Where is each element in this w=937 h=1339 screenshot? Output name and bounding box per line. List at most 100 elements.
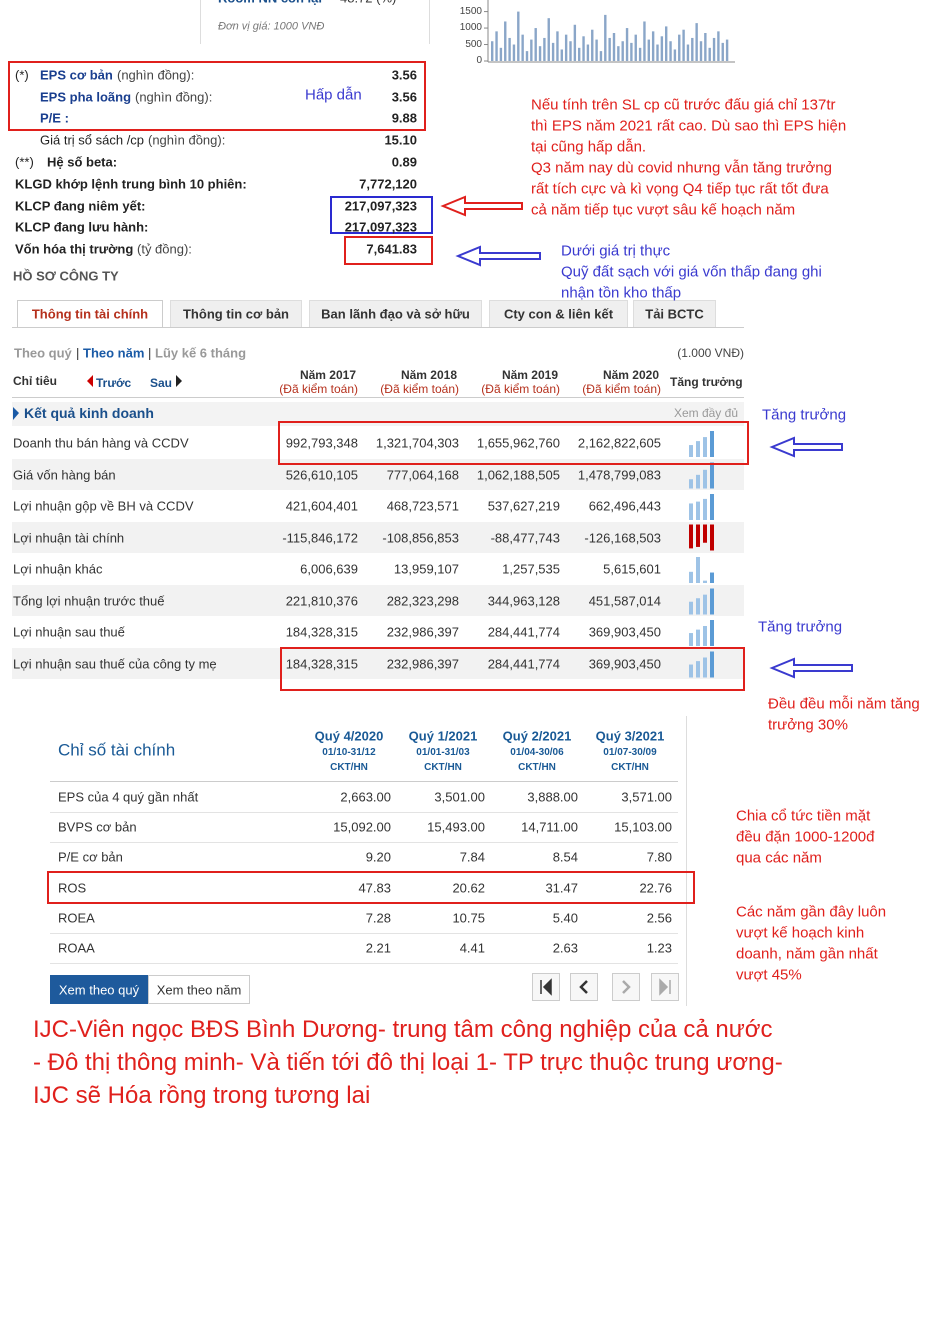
volume-bar (643, 21, 646, 61)
cell: 7.84 (459, 849, 485, 865)
view-all[interactable]: Xem đầy đủ (673, 406, 738, 420)
row-line (50, 812, 678, 813)
indicator-label: KLCP đang niêm yết: (15, 198, 146, 214)
y-tick-label: 1000 (459, 22, 482, 34)
annotation-line: nhận tồn kho thấp (561, 284, 682, 302)
volume-bar (638, 47, 642, 61)
volume-bar (547, 18, 550, 62)
volume-bar (656, 44, 659, 61)
nav-button[interactable] (570, 973, 598, 1001)
cell: 2.63 (552, 940, 578, 956)
volume-bar (717, 31, 720, 61)
spark-bar (696, 557, 700, 583)
tab[interactable] (489, 300, 628, 327)
cell: 1,655,962,760 (476, 435, 560, 451)
spark-bar (689, 633, 693, 646)
prev-button[interactable]: Trước (96, 376, 132, 390)
indicator-label: EPS pha loãng (40, 89, 132, 105)
tab[interactable] (309, 300, 482, 327)
indicator-value: 217,097,323 (344, 219, 417, 235)
cell: 232,986,397 (386, 624, 459, 640)
spark-bar (703, 580, 707, 583)
period-filter[interactable]: Lũy kế 6 tháng (155, 345, 247, 361)
cell: 1,062,188,505 (476, 467, 560, 482)
tab-label[interactable]: Tải BCTC (645, 306, 704, 322)
col-basis: CKT/HN (330, 762, 368, 773)
button[interactable] (50, 975, 148, 1004)
next-button[interactable]: Sau (150, 376, 173, 390)
indicator-value: 15.10 (384, 132, 417, 148)
arrow (769, 657, 853, 679)
spark-bar (710, 494, 714, 520)
annotation-line: - Đô thị thông minh- Và tiến tới đô thị … (33, 1049, 783, 1076)
section-title: HỒ SƠ CÔNG TY (13, 268, 119, 284)
tab-label[interactable]: Thông tin cơ bản (182, 306, 290, 322)
nav-icon (540, 978, 552, 996)
highlight-box (344, 236, 433, 265)
cell: 1.23 (646, 940, 672, 956)
row-label: ROS (58, 880, 87, 896)
volume-bar (504, 21, 507, 61)
cell: 7.80 (646, 849, 672, 865)
indicator-label: P/E : (40, 110, 69, 126)
volume-bar (599, 51, 603, 61)
cell: 13,959,107 (393, 561, 459, 577)
cell: -88,477,743 (490, 530, 560, 545)
spark-bar (703, 594, 707, 615)
button-label[interactable]: Xem theo năm (156, 982, 242, 998)
volume-bar (534, 28, 537, 61)
cell: 369,903,450 (588, 624, 661, 640)
volume-bar (695, 23, 698, 62)
volume-bar (682, 29, 685, 61)
tab-label[interactable]: Thông tin tài chính (31, 306, 149, 322)
cell: 7.28 (365, 910, 391, 926)
ratios-panel (40, 716, 687, 1006)
tab[interactable] (633, 300, 716, 327)
row-label: Lợi nhuận sau thuế của công ty mẹ (13, 656, 217, 671)
cell: 232,986,397 (386, 656, 459, 671)
header-line (12, 397, 744, 398)
spark-bar (696, 598, 700, 615)
annotation-line: Q3 năm nay dù covid nhưng vẫn tăng trưởn… (531, 159, 832, 177)
indicator-value: 7,772,120 (359, 176, 417, 192)
cell: 526,610,105 (285, 467, 358, 482)
cell: 4.41 (459, 940, 485, 956)
cell: 662,496,443 (588, 498, 661, 514)
indicator-label: KLGD khớp lệnh trung bình 10 phiên: (15, 176, 247, 192)
button[interactable] (148, 975, 250, 1004)
cell: 3,571.00 (621, 789, 672, 805)
y-tick-label: 1500 (459, 5, 482, 17)
volume-bar (651, 31, 655, 61)
period-filter[interactable]: Theo quý (14, 345, 72, 361)
row-bg (12, 585, 744, 616)
volume-bar (691, 37, 694, 61)
volume-bar (564, 34, 568, 61)
period-filter[interactable]: Theo năm (83, 345, 145, 361)
spark-bar (703, 524, 707, 543)
annotation: Tăng trưởng (758, 618, 843, 636)
cell: 3,501.00 (434, 789, 485, 805)
info-panel-border (200, 0, 430, 44)
button-label[interactable]: Xem theo quý (58, 982, 140, 998)
group-title: Kết quả kinh doanh (24, 405, 154, 421)
cell: 184,328,315 (285, 656, 358, 671)
spark-bar (689, 503, 693, 520)
room-label: Room NN còn lại (218, 0, 322, 5)
annotation-line: vượt 45% (736, 966, 802, 984)
price-unit: Đơn vị giá: 1000 VNĐ (218, 20, 325, 33)
volume-bar (660, 36, 664, 61)
indicator-value: 9.88 (391, 110, 417, 126)
tab[interactable] (170, 300, 302, 327)
cell: 3,888.00 (527, 789, 578, 805)
col-year: Năm 2020 (602, 368, 659, 382)
volume-bar (508, 37, 511, 61)
annotation-line: Dưới giá trị thực (561, 242, 671, 260)
volume-bar (538, 46, 542, 61)
highlight-box (280, 647, 745, 691)
volume-bar (669, 41, 672, 61)
tab-label[interactable]: Cty con & liên kết (503, 306, 614, 322)
annotation-line: IJC-Viên ngọc BĐS Bình Dương- trung tâm … (33, 1016, 773, 1043)
volume-bar (517, 11, 520, 62)
nav-button[interactable] (612, 973, 640, 1001)
tab-label[interactable]: Ban lãnh đạo và sở hữu (321, 306, 470, 322)
